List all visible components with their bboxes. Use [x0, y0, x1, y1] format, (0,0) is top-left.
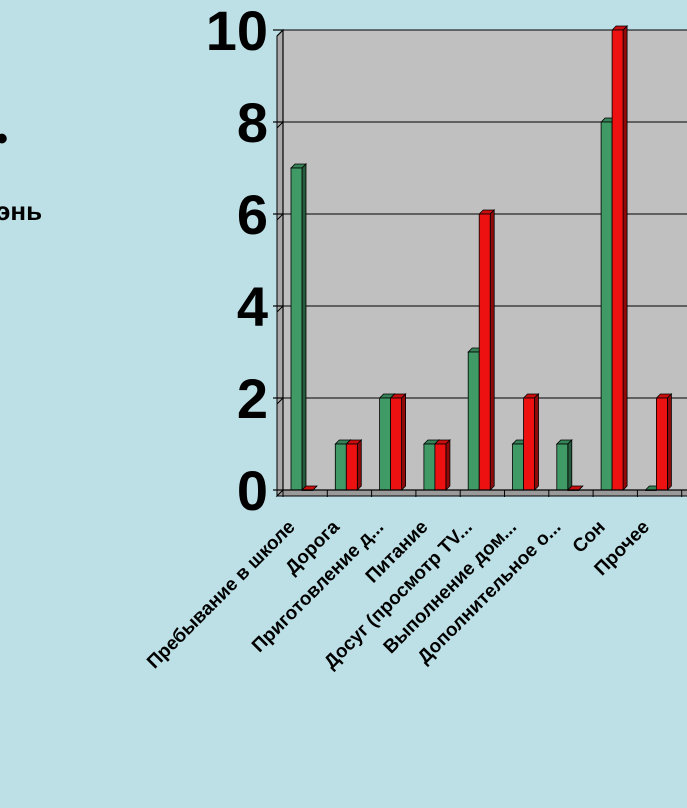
gridline-wall	[276, 397, 284, 405]
axes	[273, 29, 687, 497]
gridline-wall	[276, 121, 284, 129]
text-fragment-word-end: энь	[0, 196, 43, 226]
gridline-wall	[276, 29, 284, 37]
gridline-wall	[276, 305, 284, 313]
y-tick-label: 0	[237, 459, 268, 522]
bar	[522, 393, 540, 491]
x-tick-label: Пребывание в школе	[143, 517, 299, 673]
bar	[555, 439, 573, 491]
y-tick-labels: 0 2 4 6 8 10	[206, 0, 268, 522]
bar	[345, 439, 363, 491]
plot-floor	[275, 489, 687, 497]
y-tick-label: 6	[237, 183, 268, 246]
plot-left-wall	[276, 28, 284, 498]
bars	[290, 25, 673, 491]
y-tick-label: 10	[206, 0, 268, 62]
bar	[433, 439, 451, 491]
bar	[389, 393, 407, 491]
bar	[478, 209, 496, 491]
y-tick-label: 2	[237, 367, 268, 430]
y-tick-label: 4	[237, 275, 268, 338]
bar	[290, 163, 307, 491]
text-fragment-bullet: •	[0, 120, 8, 159]
gridline-wall	[276, 213, 284, 221]
y-tick-label: 8	[237, 91, 268, 154]
bar	[655, 393, 673, 491]
bar	[611, 25, 629, 491]
